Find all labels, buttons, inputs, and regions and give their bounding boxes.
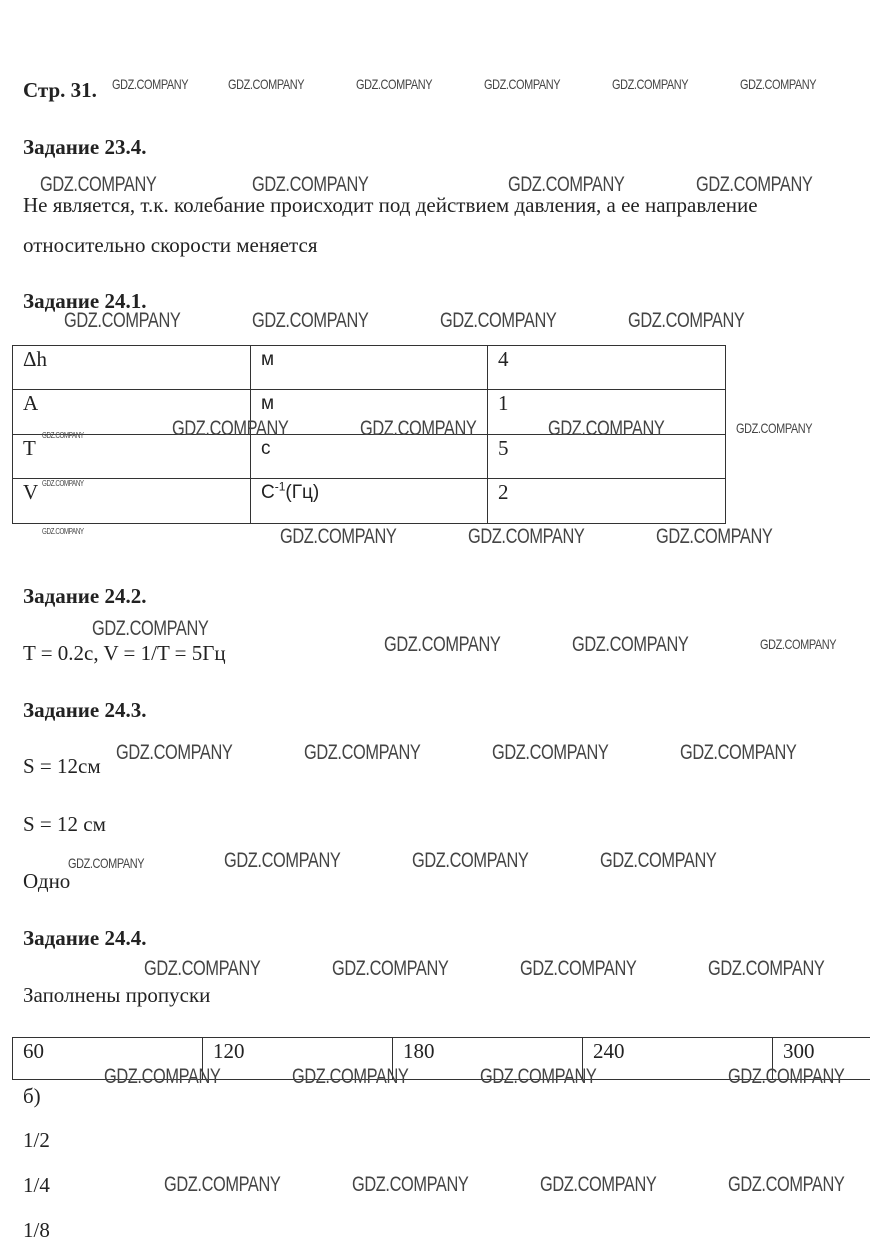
fraction: 1/8 <box>23 1218 50 1242</box>
watermark: GDZ.COMPANY <box>728 1173 845 1196</box>
table-cell: 5 <box>487 434 726 479</box>
watermark: GDZ.COMPANY <box>384 633 501 656</box>
watermark: GDZ.COMPANY <box>304 741 421 764</box>
watermark: GDZ.COMPANY <box>540 1173 657 1196</box>
table-cell: 1 <box>487 389 726 435</box>
task-24-4-title: Задание 24.4. <box>23 926 147 950</box>
watermark: GDZ.COMPANY <box>116 741 233 764</box>
watermark: GDZ.COMPANY <box>572 633 689 656</box>
task-24-3-text-1: S = 12см <box>23 754 101 778</box>
table-cell-unit-hz: С-1(Гц) <box>250 478 488 524</box>
watermark: GDZ.COMPANY <box>104 1065 221 1088</box>
watermark: GDZ.COMPANY <box>332 957 449 980</box>
task-24-2-text: T = 0.2c, V = 1/T = 5Гц <box>23 641 226 665</box>
table-cell: м <box>250 389 488 435</box>
watermark: GDZ.COMPANY <box>68 855 145 871</box>
task-24-4-b-label: б) <box>23 1084 41 1108</box>
watermark: GDZ.COMPANY <box>92 617 209 640</box>
watermark: GDZ.COMPANY <box>252 309 369 332</box>
table-cell: 300 <box>772 1037 870 1080</box>
table-row: 60 120 180 240 300 <box>12 1037 870 1080</box>
watermark: GDZ.COMPANY <box>42 527 84 536</box>
watermark: GDZ.COMPANY <box>656 525 773 548</box>
watermark: GDZ.COMPANY <box>172 417 289 440</box>
watermark: GDZ.COMPANY <box>40 173 157 196</box>
watermark: GDZ.COMPANY <box>760 636 837 652</box>
watermark: GDZ.COMPANY <box>42 479 84 488</box>
watermark: GDZ.COMPANY <box>468 525 585 548</box>
watermark: GDZ.COMPANY <box>728 1065 845 1088</box>
task-24-1-title: Задание 24.1. <box>23 289 147 313</box>
task-24-4-text: Заполнены пропуски <box>23 983 211 1007</box>
watermark: GDZ.COMPANY <box>628 309 745 332</box>
watermark: GDZ.COMPANY <box>352 1173 469 1196</box>
watermark: GDZ.COMPANY <box>412 849 529 872</box>
table-cell: V <box>12 478 251 524</box>
watermark: GDZ.COMPANY <box>680 741 797 764</box>
table-row: Δh м 4 <box>12 345 726 390</box>
watermark: GDZ.COMPANY <box>696 173 813 196</box>
table-cell: 60 <box>12 1037 203 1080</box>
watermark: GDZ.COMPANY <box>708 957 825 980</box>
watermark: GDZ.COMPANY <box>480 1065 597 1088</box>
unit-exponent: -1 <box>274 479 286 494</box>
fraction: 1/4 <box>23 1173 50 1197</box>
watermark: GDZ.COMPANY <box>520 957 637 980</box>
task-23-4-text-1: Не является, т.к. колебание происходит п… <box>23 193 758 217</box>
table-row: A м 1 <box>12 389 726 435</box>
watermark: GDZ.COMPANY <box>144 957 261 980</box>
watermark: GDZ.COMPANY <box>356 76 433 92</box>
watermark: GDZ.COMPANY <box>484 76 561 92</box>
table-cell: с <box>250 434 488 479</box>
watermark: GDZ.COMPANY <box>508 173 625 196</box>
table-cell: 2 <box>487 478 726 524</box>
unit-base: С <box>261 482 275 503</box>
table-cell: м <box>250 345 488 390</box>
table-cell: T <box>12 434 251 479</box>
table-row: V С-1(Гц) 2 <box>12 478 726 524</box>
watermark: GDZ.COMPANY <box>42 431 84 440</box>
table-row: T с 5 <box>12 434 726 479</box>
watermark: GDZ.COMPANY <box>440 309 557 332</box>
watermark: GDZ.COMPANY <box>600 849 717 872</box>
task-24-4-table: 60 120 180 240 300 <box>12 1037 870 1080</box>
table-cell: 180 <box>392 1037 583 1080</box>
watermark: GDZ.COMPANY <box>612 76 689 92</box>
watermark: GDZ.COMPANY <box>228 76 305 92</box>
unit-hz: (Гц) <box>285 482 320 503</box>
watermark: GDZ.COMPANY <box>492 741 609 764</box>
task-24-3-title: Задание 24.3. <box>23 698 147 722</box>
watermark: GDZ.COMPANY <box>548 417 665 440</box>
watermark: GDZ.COMPANY <box>292 1065 409 1088</box>
watermark: GDZ.COMPANY <box>280 525 397 548</box>
watermark: GDZ.COMPANY <box>252 173 369 196</box>
watermark: GDZ.COMPANY <box>112 76 189 92</box>
watermark: GDZ.COMPANY <box>740 76 817 92</box>
table-cell: A <box>12 389 251 435</box>
table-cell: 120 <box>202 1037 393 1080</box>
watermark: GDZ.COMPANY <box>64 309 181 332</box>
table-cell: Δh <box>12 345 251 390</box>
fraction: 1/2 <box>23 1128 50 1152</box>
task-24-2-title: Задание 24.2. <box>23 584 147 608</box>
task-24-3-text-3: Одно <box>23 869 71 893</box>
watermark: GDZ.COMPANY <box>360 417 477 440</box>
watermark: GDZ.COMPANY <box>736 420 813 436</box>
watermark: GDZ.COMPANY <box>224 849 341 872</box>
task-23-4-title: Задание 23.4. <box>23 135 147 159</box>
task-23-4-text-2: относительно скорости меняется <box>23 233 318 257</box>
page-label: Стр. 31. <box>23 78 97 102</box>
task-24-1-table: Δh м 4 A м 1 T с 5 V С-1(Гц) 2 <box>12 345 726 524</box>
watermark: GDZ.COMPANY <box>164 1173 281 1196</box>
task-24-3-text-2: S = 12 см <box>23 812 106 836</box>
table-cell: 4 <box>487 345 726 390</box>
